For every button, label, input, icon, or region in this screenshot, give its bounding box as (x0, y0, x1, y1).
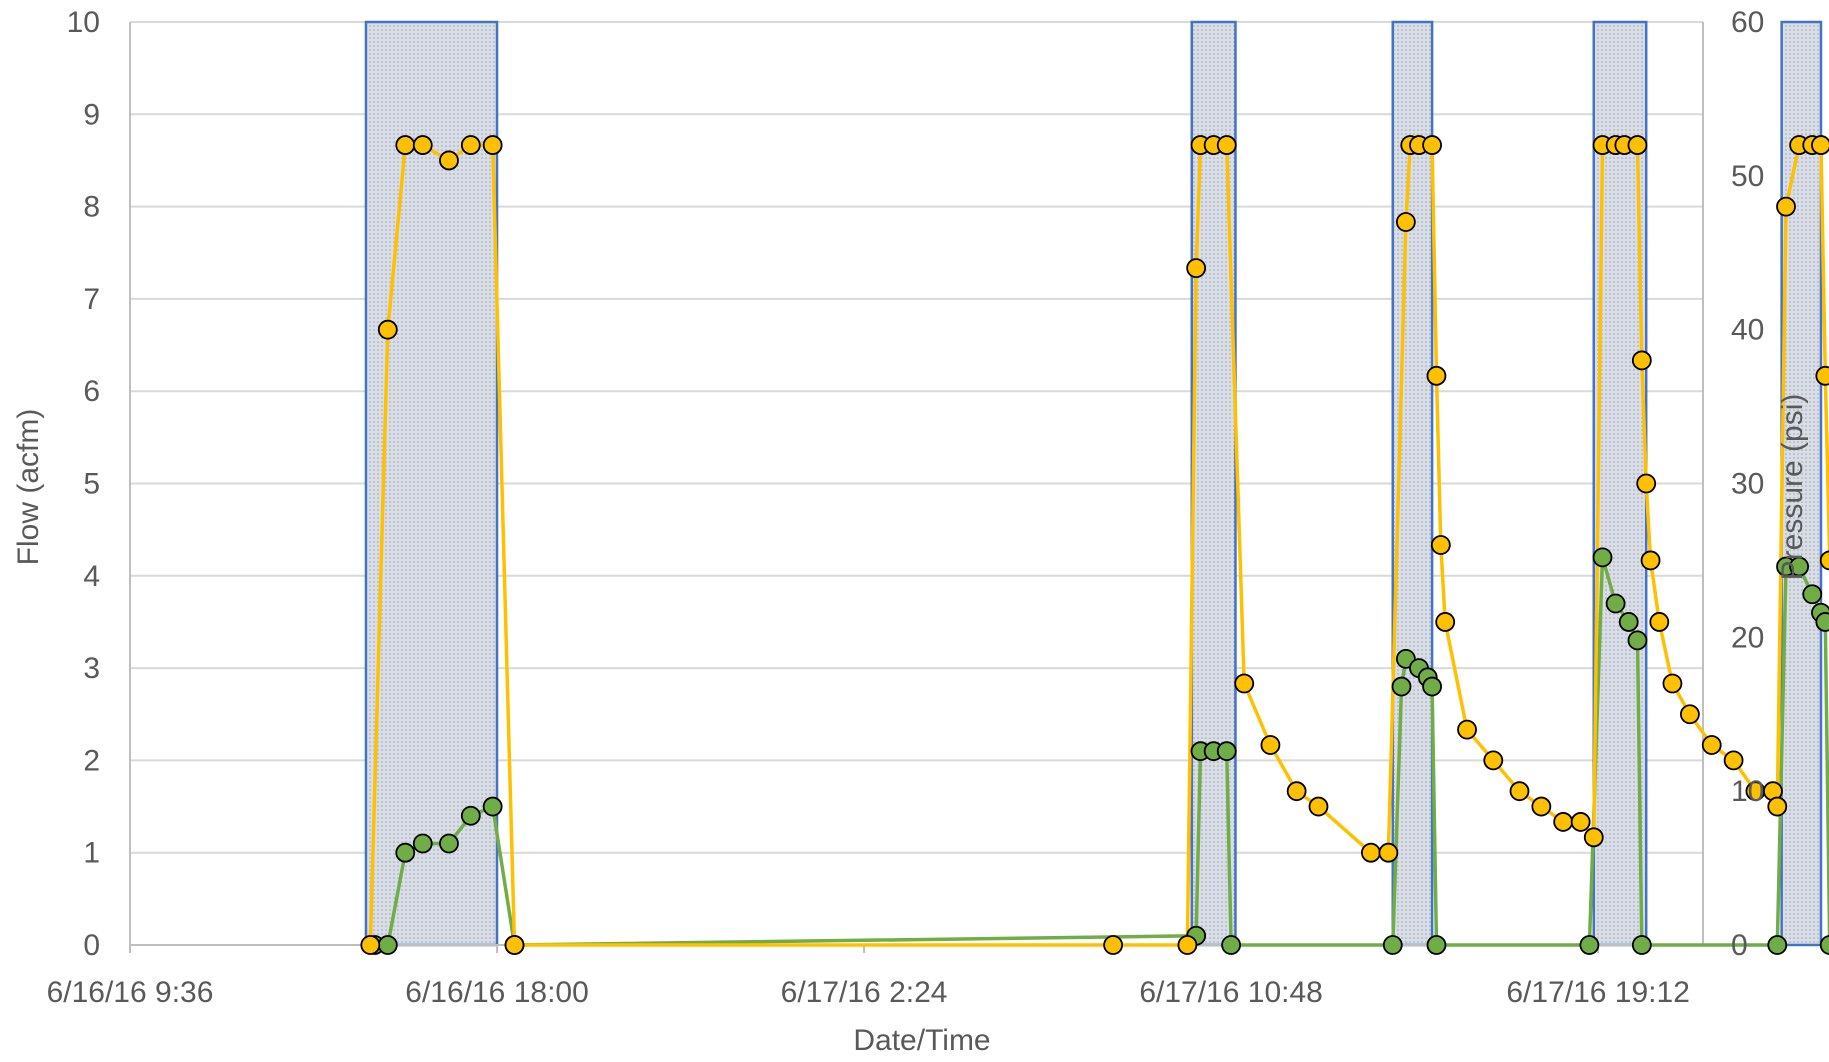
pressure-point (1811, 135, 1829, 155)
pressure-point (1177, 935, 1198, 955)
flow-point (1767, 935, 1788, 955)
flow-point (1391, 676, 1412, 697)
y-right-tick-label: 0 (1731, 929, 1748, 962)
pressure-point (504, 935, 525, 955)
pressure-point (1216, 135, 1237, 155)
pressure-point (1815, 365, 1829, 386)
y-right-tick-label: 40 (1731, 314, 1764, 347)
pressure-point (1435, 612, 1456, 632)
y-right-tick-label: 50 (1731, 160, 1764, 193)
flow-point (1815, 612, 1829, 632)
y-left-tick-label: 5 (83, 468, 100, 501)
y-axis-right-title: Pressure (psi) (1776, 394, 1809, 581)
pressure-point (1430, 535, 1451, 555)
pressure-point (1483, 750, 1504, 771)
pressure-point (1649, 612, 1670, 632)
pressure-point (1234, 673, 1255, 694)
y-left-tick-label: 1 (83, 837, 100, 870)
pressure-point (1509, 781, 1530, 802)
flow-point (1592, 547, 1613, 568)
y-left-tick-label: 9 (83, 98, 100, 131)
pressure-point (1395, 212, 1416, 232)
shaded-interval (364, 20, 499, 947)
flow-point (1627, 630, 1648, 651)
x-tick-label: 6/17/16 2:24 (781, 976, 948, 1009)
x-axis-title: Date/Time (853, 1024, 990, 1057)
pressure-point (360, 935, 381, 955)
pressure-point (412, 135, 433, 155)
y-left-tick-label: 0 (83, 929, 100, 962)
pressure-point (1583, 827, 1604, 848)
y-axis-left-title: Flow (acfm) (12, 409, 45, 566)
y-left-tick-label: 4 (83, 560, 100, 593)
tick-labels: 0 1 2 3 4 5 6 7 8 9 10 0 10 20 30 40 50 60 6/16/16 9:36 6/1… (47, 6, 1765, 1009)
pressure-point (1636, 473, 1657, 494)
flow-point (1819, 935, 1829, 955)
y-right-tick-label: 30 (1731, 468, 1764, 501)
y-left-tick-label: 6 (83, 375, 100, 408)
flow-point (439, 833, 459, 854)
flow-point (377, 935, 398, 955)
pressure-point (1260, 735, 1281, 755)
flow-point (1216, 741, 1237, 762)
pressure-point (1531, 796, 1552, 817)
pressure-point (1776, 196, 1796, 217)
flow-point (482, 796, 503, 817)
pressure-point (395, 135, 416, 155)
pressure-point (1361, 842, 1381, 863)
flow-point (1802, 584, 1823, 605)
pressure-point (1553, 812, 1574, 832)
flow-point (395, 842, 416, 863)
pressure-point (1640, 550, 1661, 571)
flow-point (1422, 676, 1442, 697)
x-tick-label: 6/16/16 9:36 (47, 976, 214, 1009)
flow-point (1382, 935, 1403, 955)
x-tick-label: 6/16/16 18:00 (405, 976, 589, 1009)
y-left-tick-label: 2 (83, 744, 100, 777)
flow-point (1579, 935, 1600, 955)
y-left-tick-label: 7 (83, 283, 100, 316)
flow-point (1605, 593, 1626, 614)
pressure-point (1570, 812, 1591, 832)
pressure-point (1286, 781, 1307, 802)
pressure-point (1662, 673, 1683, 694)
pressure-point (1426, 365, 1447, 386)
series-markers (360, 135, 1829, 955)
pressure-point (1103, 935, 1124, 955)
pressure-point (460, 135, 481, 155)
flow-point (1789, 556, 1810, 577)
pressure-point (1767, 796, 1788, 817)
flow-point (1631, 935, 1652, 955)
y-left-tick-label: 3 (83, 652, 100, 685)
pressure-point (482, 135, 503, 155)
pressure-point (1308, 796, 1329, 817)
flow-point (412, 833, 433, 854)
pressure-point (1679, 704, 1700, 725)
pressure-point (1186, 258, 1207, 279)
flow-point (1618, 612, 1639, 632)
x-tick-label: 6/17/16 10:48 (1139, 976, 1323, 1009)
y-left-tick-label: 8 (83, 191, 100, 224)
pressure-point (1723, 750, 1744, 771)
y-right-tick-label: 10 (1731, 775, 1764, 808)
pressure-point (1627, 135, 1648, 155)
pressure-point (439, 150, 459, 171)
pressure-point (1701, 735, 1722, 755)
x-tick-label: 6/17/16 19:12 (1506, 976, 1690, 1009)
y-left-tick-label: 10 (67, 6, 100, 39)
y-right-tick-label: 20 (1731, 621, 1764, 654)
flow-point (460, 805, 481, 826)
pressure-point (1631, 350, 1652, 371)
pressure-point (377, 319, 398, 340)
pressure-point (1378, 842, 1399, 863)
flow-point (1426, 935, 1447, 955)
pressure-point (1457, 719, 1477, 740)
pressure-point (1422, 135, 1442, 155)
flow-point (1221, 935, 1241, 955)
y-right-tick-label: 60 (1731, 6, 1764, 39)
pressure-point (1819, 550, 1829, 571)
